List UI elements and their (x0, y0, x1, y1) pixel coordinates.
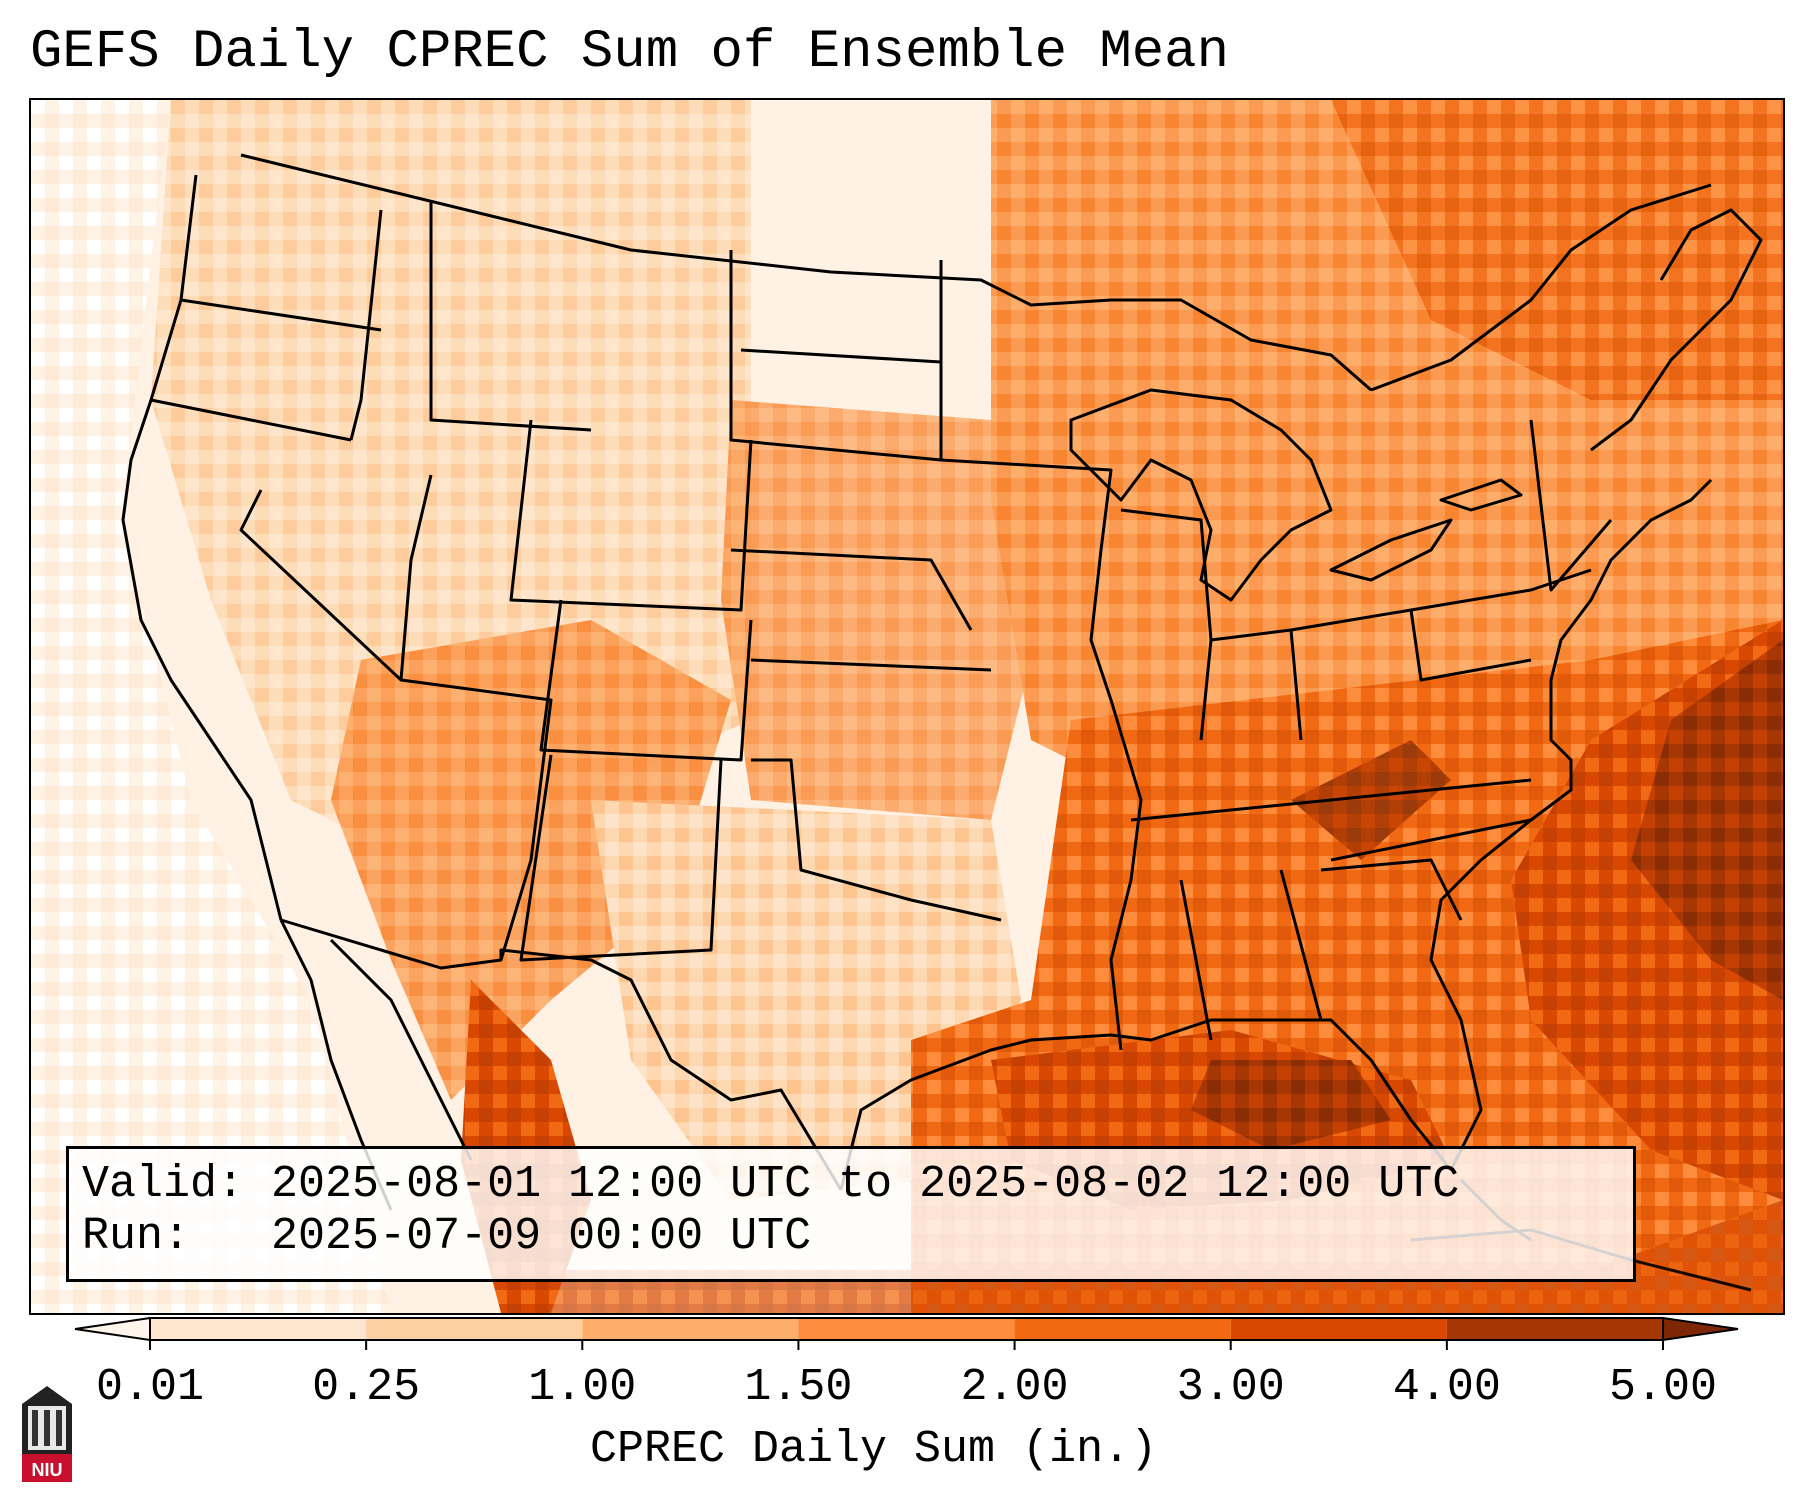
ne-ks-line (730, 548, 973, 631)
co-line (539, 599, 753, 762)
colorbar-segment (366, 1318, 583, 1340)
nc-line (1330, 818, 1532, 862)
chart-title: GEFS Daily CPREC Sum of Ensemble Mean (30, 22, 1229, 83)
canada-east-zone (1331, 100, 1783, 400)
colorbar-tick-label: 0.25 (312, 1362, 421, 1413)
south-strip (551, 1200, 1783, 1313)
colorbar-ticks (149, 1340, 1664, 1350)
valid-label: Valid: (82, 1159, 245, 1210)
ok-tx-line (751, 758, 1002, 922)
colorbar-segment (1230, 1318, 1447, 1340)
colorbar-tick-label: 1.00 (528, 1362, 637, 1413)
ms-al-line (1179, 879, 1213, 1041)
great-lakes (1069, 388, 1333, 602)
wa-or-line (180, 298, 382, 332)
colorbar-label: CPREC Daily Sum (in.) (590, 1424, 1158, 1475)
map-canvas (31, 100, 1783, 1313)
run-label: Run: (82, 1211, 191, 1262)
mt-line (429, 200, 592, 432)
colorbar-tick-label: 2.00 (960, 1362, 1069, 1413)
colorbar-tick-label: 4.00 (1392, 1362, 1501, 1413)
colorbar-segment (150, 1318, 367, 1340)
id-west-line (349, 209, 383, 441)
niu-building-icon: NIU (22, 1386, 72, 1482)
us-mexico-border (280, 918, 843, 1191)
sd-ne-line (740, 348, 942, 364)
ga-sc-line (1320, 858, 1463, 921)
ny-new-england (1529, 419, 1613, 592)
colorbar-tick-label: 0.01 (95, 1362, 205, 1413)
valid-value: 2025-08-01 12:00 UTC to 2025-08-02 12:00… (271, 1159, 1460, 1210)
us-canada-border-east (1370, 183, 1712, 392)
colorbar-tick-label: 1.50 (744, 1362, 853, 1413)
plains-zone (721, 400, 1031, 820)
ky-tn-line (1130, 778, 1532, 822)
wi-il-line (1120, 508, 1213, 741)
west-coast (121, 174, 283, 921)
gulf-core-zone (1191, 1060, 1391, 1150)
canada-east-coast (1590, 208, 1763, 452)
wy-line (509, 419, 753, 612)
colorbar (74, 1316, 1739, 1350)
lake-ontario (1439, 478, 1523, 512)
tennessee-core-zone (1291, 740, 1451, 860)
oh-pa-line (1290, 608, 1532, 682)
colorbar-segment (582, 1318, 799, 1340)
mississippi-river (1089, 549, 1143, 1051)
colorbar-segment (798, 1318, 1015, 1340)
nm-line (519, 754, 723, 962)
gulf-coast (839, 478, 1713, 1191)
logo-text: NIU (32, 1460, 63, 1480)
or-ca-line (150, 398, 352, 442)
az-line (400, 678, 553, 961)
ny-pa-line (1410, 568, 1592, 612)
colorbar-tick-label: 5.00 (1608, 1362, 1718, 1413)
valid-line: Valid: 2025-08-01 12:00 UTC to 2025-08-0… (82, 1159, 1459, 1210)
colorbar-tick-label: 3.00 (1176, 1362, 1285, 1413)
colorbar-segment (1446, 1318, 1663, 1340)
colorbar-extend-min (74, 1316, 151, 1342)
colorbar-segment (1014, 1318, 1231, 1340)
valid-run-info-box: Valid: 2025-08-01 12:00 UTC to 2025-08-0… (66, 1146, 1636, 1282)
ks-ok-line (750, 658, 992, 672)
precipitation-map[interactable] (29, 98, 1785, 1315)
gulf-of-california (329, 938, 473, 1161)
al-ga-line (1279, 869, 1323, 1021)
atlantic-core-zone (1631, 640, 1783, 1000)
colorbar-outline (149, 1317, 1664, 1341)
run-value: 2025-07-09 00:00 UTC (271, 1211, 812, 1262)
colorbar-extend-max (1662, 1316, 1739, 1342)
colorbar-segments (74, 1316, 1739, 1342)
mn-ia-line (940, 458, 1113, 551)
run-line: Run: 2025-07-09 00:00 UTC (82, 1211, 811, 1262)
pacific-light-zone (31, 100, 391, 1313)
lake-erie (1329, 518, 1453, 582)
dakotas-line (729, 250, 943, 462)
